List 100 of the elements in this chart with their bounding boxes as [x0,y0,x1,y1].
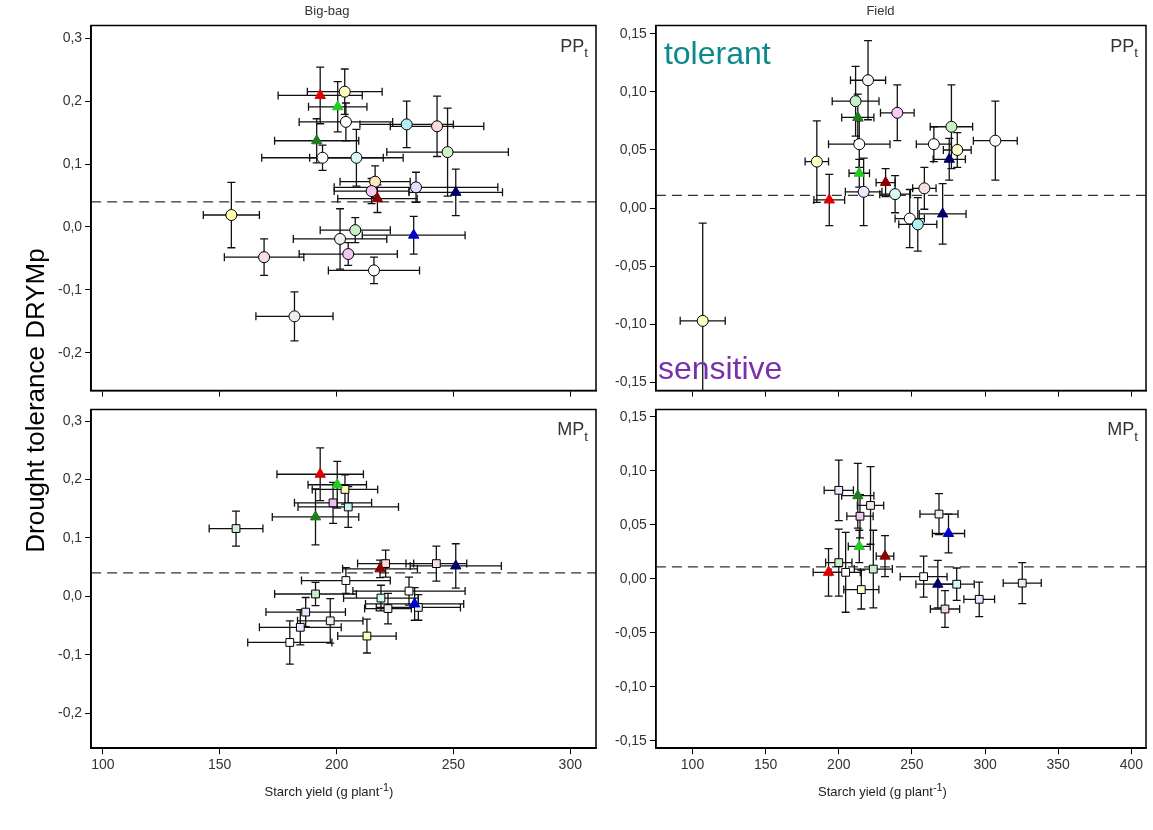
point [332,100,344,111]
point [918,182,931,195]
point [932,577,944,588]
point [834,558,844,567]
point [365,185,378,198]
y-tick-label: 0,3 [62,411,83,428]
y-tick-label: -0,05 [614,257,648,274]
point [431,559,441,568]
point [231,524,241,533]
chart-title: Big-bag [304,3,350,19]
point [903,212,916,225]
y-tick-label: 0,15 [619,24,648,41]
point [371,192,384,203]
y-tick-label: 0,3 [62,29,83,46]
point [853,138,866,151]
y-tick-label: 0,10 [619,461,648,478]
y-tick-label: 0,0 [62,217,83,234]
x-tick-label: 150 [753,756,778,773]
point [404,586,414,596]
point [314,467,326,478]
y-tick-label: 0,0 [62,587,83,604]
point [350,151,363,164]
point [408,597,421,608]
point [891,106,904,119]
point [696,314,709,327]
x-tick-label: 300 [558,756,583,773]
point [367,264,380,277]
point [1017,578,1027,588]
y-tick-label: 0,10 [619,82,648,99]
annotation: tolerant [663,34,771,71]
point [943,152,955,163]
point [951,143,964,156]
point [381,559,391,568]
point [334,232,347,245]
point [314,88,326,99]
point [849,95,862,108]
point [342,248,355,261]
point [857,185,870,198]
point [400,118,413,131]
point [940,604,950,614]
y-tick-label: -0,05 [614,623,648,640]
y-tick-label: 0,00 [619,569,648,586]
x-tick-label: 400 [1119,756,1144,773]
point [311,589,320,599]
point [934,509,944,519]
point [225,209,238,222]
point [340,485,350,494]
point [341,576,351,585]
point [974,594,984,604]
point [866,501,875,510]
point [339,115,352,128]
point [989,134,1002,147]
y-tick-label: 0,00 [619,198,648,215]
y-tick-label: -0,2 [58,343,83,360]
point [343,502,353,512]
x-axis-title: Starch yield (g plant$^{-1}$) [817,781,948,800]
point [258,251,271,264]
y-tick-label: -0,15 [614,373,648,390]
point [862,74,875,87]
point [889,188,902,201]
y-tick-label: 0,2 [62,91,83,108]
y-tick-label: 0,15 [619,407,648,424]
y-tick-label: 0,2 [62,470,83,487]
y-tick-label: -0,15 [614,731,648,748]
point [841,567,851,577]
y-tick-label: 0,1 [62,154,83,171]
point [852,110,864,121]
point [376,593,386,603]
y-tick-label: -0,1 [58,280,83,297]
point [823,193,835,204]
x-tick-label: 300 [973,756,997,773]
point [374,562,386,573]
y-tick-label: 0,05 [619,515,648,532]
chart-title: Field [866,3,895,19]
point [450,185,462,196]
y-tick-label: 0,1 [62,528,83,545]
point [879,176,892,187]
point [450,559,462,570]
point [936,207,949,218]
point [285,638,295,647]
point [822,565,835,576]
point [295,622,305,632]
point [853,166,865,177]
point [441,146,454,159]
point [853,539,865,550]
point [325,616,335,626]
point [316,151,329,164]
y-tick-label: -0,10 [614,677,648,694]
point [301,607,311,617]
point [288,310,301,323]
point [309,510,322,521]
y-tick-label: -0,1 [58,645,83,662]
point [328,498,338,508]
x-tick-label: 200 [324,756,349,773]
point [868,564,878,574]
x-tick-label: 100 [91,756,115,773]
x-tick-label: 250 [441,756,466,773]
x-tick-label: 250 [900,756,924,773]
point [952,579,962,589]
point [338,85,351,98]
